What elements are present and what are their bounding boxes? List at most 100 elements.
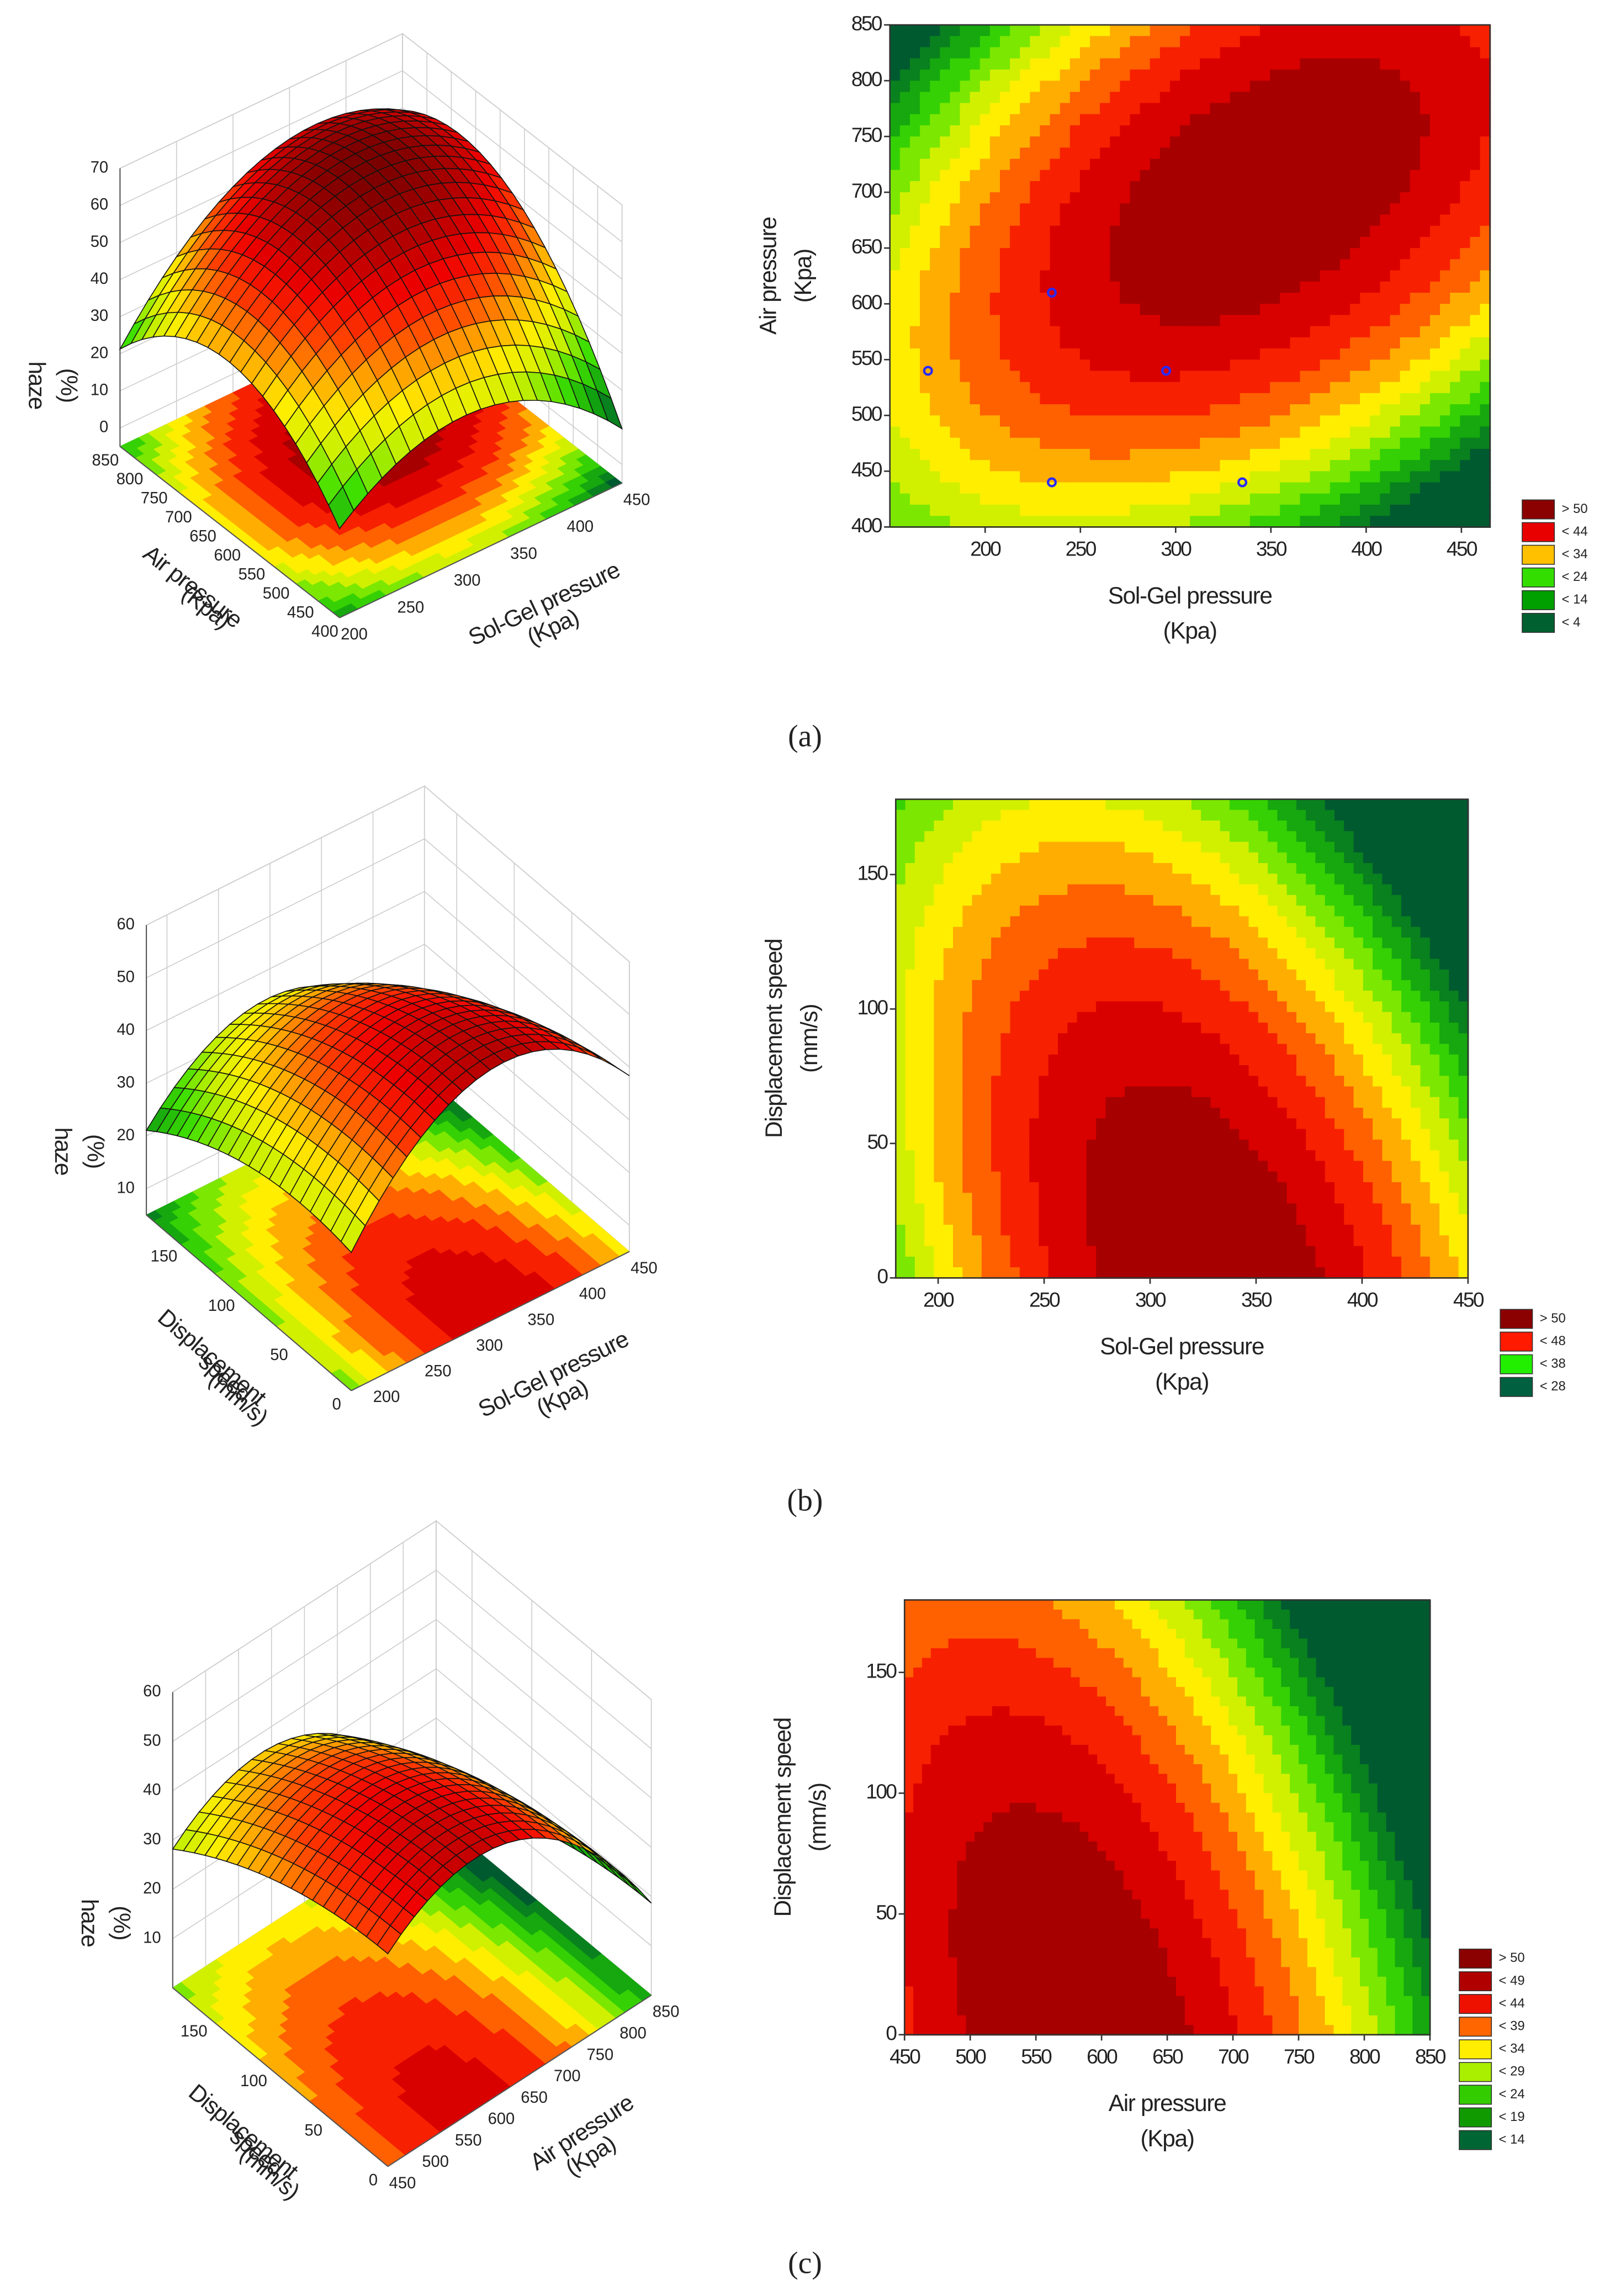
contour-cell bbox=[1220, 516, 1231, 528]
contour-cell bbox=[1339, 415, 1351, 428]
contour-cell bbox=[1010, 448, 1021, 461]
contour-cell bbox=[1470, 415, 1481, 428]
contour-cell bbox=[1270, 47, 1281, 60]
contour-cell bbox=[1400, 337, 1411, 350]
contour-cell bbox=[920, 471, 931, 484]
contour-cell bbox=[1120, 181, 1131, 193]
contour-cell bbox=[1130, 337, 1141, 350]
contour-cell bbox=[1450, 181, 1461, 193]
contour-cell bbox=[1169, 136, 1181, 149]
contour-cell bbox=[1429, 471, 1441, 484]
contour-cell bbox=[1079, 270, 1091, 283]
contour-cell bbox=[1210, 259, 1221, 272]
contour-cell bbox=[1339, 248, 1351, 261]
contour-cell bbox=[1220, 281, 1231, 294]
contour-cell bbox=[1450, 337, 1461, 350]
contour-cell bbox=[1310, 437, 1321, 450]
contour-cell bbox=[1000, 460, 1011, 472]
contour-cell bbox=[1460, 181, 1471, 193]
contour-cell bbox=[1390, 259, 1401, 272]
contour-cell bbox=[1420, 192, 1431, 204]
contour-cell bbox=[1249, 493, 1261, 506]
contour-cell bbox=[1330, 58, 1341, 71]
contour-cell bbox=[1090, 170, 1101, 182]
contour-cell bbox=[1300, 304, 1311, 316]
contour-cell bbox=[1040, 69, 1051, 82]
contour-cell bbox=[1249, 92, 1261, 104]
contour-cell bbox=[1440, 393, 1451, 405]
contour-cell bbox=[1350, 359, 1361, 372]
contour-cell bbox=[1120, 270, 1131, 283]
contour-cell bbox=[1280, 36, 1291, 49]
contour-cell bbox=[1470, 203, 1481, 216]
contour-cell bbox=[1300, 493, 1311, 506]
contour-cell bbox=[1450, 415, 1461, 428]
contour-cell bbox=[1410, 348, 1421, 361]
contour-cell bbox=[1350, 259, 1361, 272]
contour-cell bbox=[1300, 125, 1311, 137]
grid-line bbox=[120, 33, 623, 205]
contour-cell bbox=[1150, 36, 1161, 49]
contour-cell bbox=[940, 36, 951, 49]
contour-cell bbox=[1259, 393, 1271, 405]
contour-cell bbox=[1300, 192, 1311, 204]
contour-cell bbox=[1130, 359, 1141, 372]
contour-cell bbox=[1320, 69, 1331, 82]
contour-cell bbox=[1280, 359, 1291, 372]
contour-cell bbox=[1090, 270, 1101, 283]
contour-cell bbox=[899, 371, 911, 383]
contour-cell bbox=[970, 482, 981, 495]
contour-cell bbox=[1420, 36, 1431, 49]
contour-cell bbox=[909, 203, 921, 216]
contour-cell bbox=[1450, 92, 1461, 104]
contour-cell bbox=[1200, 248, 1211, 261]
contour-cell bbox=[1159, 471, 1171, 484]
contour-cell bbox=[1230, 170, 1241, 182]
contour-cell bbox=[1069, 293, 1081, 305]
contour-cell bbox=[989, 58, 1001, 71]
contour-cell bbox=[1100, 92, 1111, 104]
contour-cell bbox=[1259, 158, 1271, 171]
contour-cell bbox=[1370, 493, 1381, 506]
contour-cell bbox=[1270, 415, 1281, 428]
contour-cell bbox=[950, 25, 961, 37]
contour-cell bbox=[1249, 304, 1261, 316]
contour-cell bbox=[909, 371, 921, 383]
contour-cell bbox=[1350, 437, 1361, 450]
contour-cell bbox=[899, 293, 911, 305]
contour-cell bbox=[1429, 114, 1441, 126]
contour-cell bbox=[899, 493, 911, 506]
contour-cell bbox=[1200, 225, 1211, 238]
contour-cell bbox=[1079, 181, 1091, 193]
contour-cell bbox=[989, 225, 1001, 238]
contour-cell bbox=[1040, 47, 1051, 60]
legend-label: < 24 bbox=[1562, 569, 1588, 584]
contour-cell bbox=[930, 493, 941, 506]
contour-cell bbox=[1370, 471, 1381, 484]
contour-cell bbox=[970, 259, 981, 272]
contour-cell bbox=[1470, 504, 1481, 517]
contour-cell bbox=[1030, 393, 1041, 405]
contour-cell bbox=[1310, 281, 1321, 294]
contour-cell bbox=[1130, 393, 1141, 405]
contour-cell bbox=[1200, 259, 1211, 272]
contour-cell bbox=[1100, 203, 1111, 216]
contour-cell bbox=[970, 248, 981, 261]
contour-cell bbox=[1200, 337, 1211, 350]
contour-cell bbox=[1090, 114, 1101, 126]
contour-cell bbox=[889, 315, 901, 327]
contour-cell bbox=[1270, 125, 1281, 137]
contour-cell bbox=[1069, 393, 1081, 405]
contour-cell bbox=[889, 158, 901, 171]
contour-cell bbox=[1010, 315, 1021, 327]
contour-cell bbox=[1350, 58, 1361, 71]
contour-cell bbox=[950, 382, 961, 394]
contour-cell bbox=[1079, 237, 1091, 249]
contour-cell bbox=[1259, 225, 1271, 238]
contour-cell bbox=[940, 471, 951, 484]
contour-cell bbox=[1050, 147, 1061, 160]
contour-cell bbox=[1249, 136, 1261, 149]
contour-cell bbox=[1400, 448, 1411, 461]
contour-cell bbox=[1110, 359, 1121, 372]
contour-cell bbox=[1470, 326, 1481, 338]
